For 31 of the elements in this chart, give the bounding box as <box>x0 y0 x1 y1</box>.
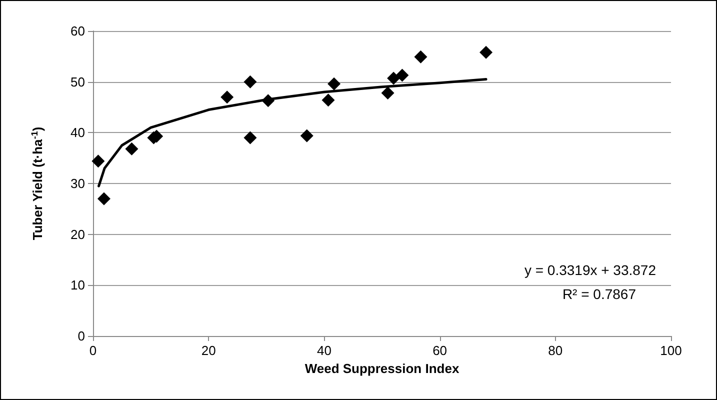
x-axis-title: Weed Suppression Index <box>304 361 460 376</box>
annotation: R² = 0.7867 <box>562 286 636 302</box>
x-tick-label: 40 <box>316 343 332 358</box>
x-tick-label: 80 <box>548 343 563 358</box>
point <box>97 192 110 206</box>
point <box>387 72 400 85</box>
y-axis-title: Tuber Yield (t·ha-1) <box>30 126 45 240</box>
point <box>125 142 138 156</box>
point <box>396 68 409 82</box>
point <box>244 75 257 88</box>
x-tick-label: 60 <box>432 343 448 358</box>
y-tick-label: 20 <box>70 226 85 242</box>
x-tick-label: 20 <box>201 343 216 358</box>
y-tick-label: 50 <box>70 74 85 90</box>
point <box>328 77 341 90</box>
x-tick-label: 0 <box>89 343 97 358</box>
y-tick-label: 30 <box>70 176 85 191</box>
y-tick-label: 60 <box>70 24 85 38</box>
y-tick-label: 40 <box>70 125 85 140</box>
point <box>322 94 335 107</box>
point <box>220 90 234 104</box>
y-tick-label: 10 <box>70 278 85 293</box>
annotation: y = 0.3319x + 33.872 <box>524 262 656 278</box>
point <box>300 129 314 142</box>
point <box>381 86 394 100</box>
x-tick-label: 100 <box>660 343 682 358</box>
point <box>480 46 493 59</box>
point <box>92 154 105 168</box>
point <box>244 131 257 144</box>
point <box>414 50 428 64</box>
y-tick-label: 0 <box>78 328 85 344</box>
